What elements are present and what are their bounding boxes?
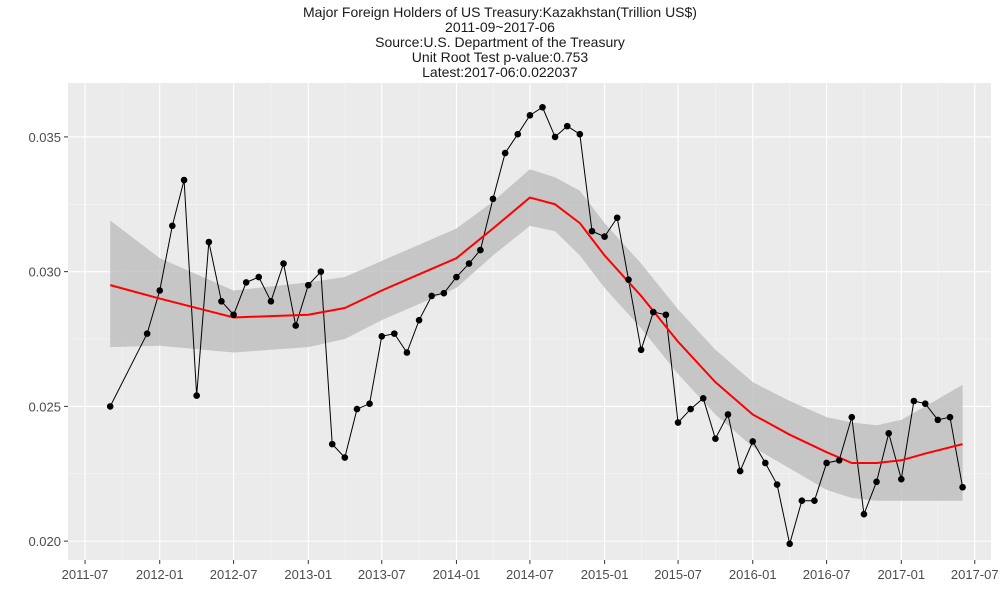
x-tick-label: 2015-01: [581, 567, 629, 582]
data-point: [242, 279, 250, 286]
data-point: [304, 281, 312, 289]
data-point: [736, 467, 744, 475]
data-point: [403, 349, 411, 356]
x-tick-label: 2017-07: [951, 567, 999, 582]
data-point: [699, 395, 707, 402]
data-point: [712, 435, 719, 443]
data-point: [873, 478, 880, 486]
x-tick-label: 2012-01: [136, 567, 184, 582]
chart-title-line-4: Unit Root Test p-value:0.753: [411, 49, 589, 65]
data-point: [921, 400, 929, 407]
data-point: [823, 459, 830, 467]
data-point: [353, 405, 361, 413]
data-point: [848, 413, 856, 421]
smooth-fit-line: [109, 196, 963, 464]
data-point: [563, 122, 571, 130]
x-tick-label: 2013-07: [358, 567, 406, 582]
data-point: [193, 392, 200, 399]
x-tick-label: 2016-01: [729, 567, 777, 582]
data-point: [649, 308, 657, 316]
data-point: [662, 311, 670, 319]
data-point: [317, 268, 325, 275]
x-tick-label: 2014-07: [506, 567, 554, 582]
data-point: [786, 540, 793, 548]
data-point: [910, 397, 918, 405]
data-point: [440, 289, 448, 297]
data-point: [477, 246, 484, 254]
data-point: [637, 346, 645, 354]
data-point: [465, 260, 473, 267]
data-point: [860, 510, 868, 518]
data-point: [811, 497, 818, 505]
data-point: [835, 456, 843, 464]
y-tick-label: 0.035: [28, 130, 61, 145]
x-tick-label: 2017-01: [877, 567, 925, 582]
data-point: [674, 419, 682, 426]
data-point: [341, 454, 349, 461]
data-point: [897, 475, 905, 483]
data-point: [934, 416, 942, 424]
data-point: [959, 483, 966, 491]
data-point: [180, 176, 188, 184]
confidence-band: [110, 169, 963, 501]
data-point: [292, 322, 300, 329]
data-point: [724, 411, 732, 418]
data-point: [576, 130, 584, 138]
data-point: [267, 297, 275, 305]
y-tick-label: 0.030: [28, 265, 61, 280]
data-point: [156, 287, 164, 294]
data-point: [218, 297, 225, 305]
chart-title-line-1: Major Foreign Holders of US Treasury:Kaz…: [303, 4, 697, 20]
x-tick-label: 2015-07: [654, 567, 702, 582]
data-point: [762, 459, 769, 467]
y-tick-label: 0.025: [28, 399, 61, 414]
data-point: [328, 440, 336, 448]
x-tick-label: 2016-07: [803, 567, 851, 582]
data-point: [230, 311, 237, 319]
data-line: [109, 106, 964, 544]
y-tick-label: 0.020: [28, 534, 61, 549]
data-point: [749, 438, 757, 445]
data-point: [601, 233, 608, 240]
data-point: [415, 316, 423, 324]
data-point: [169, 222, 176, 230]
data-point: [143, 330, 151, 337]
data-point: [539, 103, 546, 111]
chart-title-line-5: Latest:2017-06:0.022037: [422, 64, 578, 80]
x-tick-label: 2012-07: [210, 567, 258, 582]
data-point: [798, 497, 806, 505]
data-point: [773, 481, 781, 488]
x-tick-label: 2011-07: [62, 567, 109, 582]
data-point: [588, 227, 596, 235]
data-point: [453, 273, 460, 281]
data-point: [514, 130, 522, 138]
data-point: [280, 260, 287, 267]
data-point: [501, 149, 509, 157]
data-point: [625, 276, 632, 284]
chart-title-line-2: 2011-09~2017-06: [445, 19, 555, 35]
data-point: [205, 238, 213, 246]
data-point: [255, 273, 263, 281]
data-point: [428, 292, 435, 300]
data-point: [551, 133, 559, 141]
data-point: [613, 214, 621, 222]
data-point: [489, 195, 497, 203]
data-point: [885, 430, 893, 437]
data-point: [391, 330, 398, 337]
data-point: [366, 400, 373, 407]
data-point: [106, 403, 114, 410]
data-point: [946, 413, 954, 421]
x-tick-label: 2013-01: [284, 567, 332, 582]
x-tick-label: 2014-01: [433, 567, 481, 582]
chart-title-line-3: Source:U.S. Department of the Treasury: [375, 34, 625, 50]
data-point: [687, 405, 694, 413]
data-point: [526, 112, 534, 119]
data-point: [378, 333, 386, 340]
